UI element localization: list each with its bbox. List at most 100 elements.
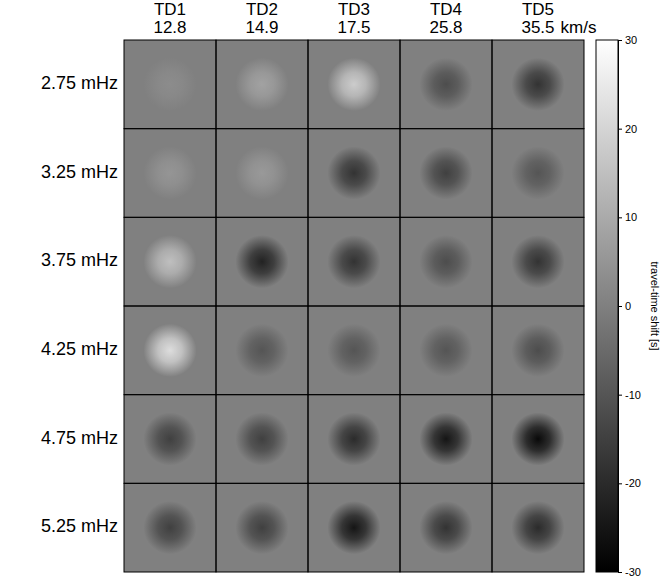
colorbar-tick: 10 — [618, 211, 637, 223]
panel-border — [216, 395, 308, 484]
panel-background — [308, 395, 400, 484]
panel-background — [400, 40, 492, 129]
panel-border — [308, 306, 400, 395]
column-speed: 14.9 — [245, 18, 278, 37]
panel-border — [124, 217, 216, 306]
panel-border — [492, 483, 584, 572]
cell-blob — [511, 324, 564, 377]
colorbar-tick: 20 — [618, 123, 637, 135]
cell-blob — [143, 412, 196, 465]
cell-blob — [327, 324, 380, 377]
panel-background — [216, 217, 308, 306]
panel-border — [400, 40, 492, 129]
panel-border — [308, 483, 400, 572]
cell-blob — [235, 412, 288, 465]
cell-blob — [143, 324, 196, 377]
panel-border — [124, 129, 216, 218]
column-header: TD4 — [430, 0, 462, 19]
colorbar-tick-label: -20 — [625, 477, 641, 489]
panel-background — [400, 483, 492, 572]
panel-border — [400, 217, 492, 306]
panel-background — [400, 395, 492, 484]
panel-border — [124, 483, 216, 572]
panel-backgrounds — [124, 40, 584, 572]
row-labels: 2.75 mHz3.25 mHz3.75 mHz4.25 mHz4.75 mHz… — [41, 73, 118, 536]
cell-blob — [327, 412, 380, 465]
chart: TD1TD2TD3TD4TD512.814.917.525.835.5km/s2… — [0, 0, 663, 578]
cell-blob — [511, 58, 564, 111]
cell-blob — [419, 324, 472, 377]
row-label: 4.75 mHz — [41, 428, 118, 448]
cell-blob — [143, 235, 196, 288]
cell-blob — [419, 501, 472, 554]
column-headers: TD1TD2TD3TD4TD512.814.917.525.835.5km/s — [153, 0, 596, 37]
panel-border — [400, 483, 492, 572]
colorbar-tick-label: 30 — [625, 34, 637, 46]
colorbar-label: travel-time shift [s] — [649, 261, 661, 350]
panel-border — [400, 306, 492, 395]
cell-blob — [235, 501, 288, 554]
panel-background — [492, 483, 584, 572]
panel-border — [308, 217, 400, 306]
cell-blob — [511, 146, 564, 199]
panel-background — [124, 129, 216, 218]
panel-background — [124, 40, 216, 129]
panel-background — [124, 306, 216, 395]
panel-border — [124, 40, 216, 129]
colorbar-tick-mark — [618, 217, 622, 218]
colorbar-tick-label: -30 — [625, 566, 641, 578]
colorbar-tick: 30 — [618, 34, 637, 46]
panel-border — [216, 129, 308, 218]
row-label: 2.75 mHz — [41, 73, 118, 93]
colorbar-tick-label: 10 — [625, 211, 637, 223]
column-header: TD3 — [338, 0, 370, 19]
cell-blob — [235, 324, 288, 377]
column-speed: 17.5 — [337, 18, 370, 37]
column-header: TD2 — [246, 0, 278, 19]
panel-border — [124, 306, 216, 395]
panel-border — [216, 306, 308, 395]
column-speed: 25.8 — [429, 18, 462, 37]
panel-border — [216, 483, 308, 572]
row-label: 4.25 mHz — [41, 339, 118, 359]
panel-border — [492, 40, 584, 129]
cell-blob — [235, 58, 288, 111]
panel-border — [492, 217, 584, 306]
panel-background — [400, 217, 492, 306]
panel-background — [216, 306, 308, 395]
panel-background — [492, 395, 584, 484]
cell-blob — [511, 412, 564, 465]
column-header: TD1 — [154, 0, 186, 19]
cell-blob — [419, 412, 472, 465]
cell-blob — [235, 146, 288, 199]
panel-border — [308, 395, 400, 484]
panel-background — [216, 395, 308, 484]
panel-border — [492, 129, 584, 218]
colorbar-axis: -30 -20 -10 0 10 20 30 — [618, 34, 641, 578]
colorbar — [596, 40, 618, 572]
colorbar-tick-label: -10 — [625, 389, 641, 401]
cell-blob — [327, 58, 380, 111]
colorbar-tick-mark — [618, 129, 622, 130]
cell-blob — [419, 235, 472, 288]
cell-blob — [143, 146, 196, 199]
colorbar-tick-label: 0 — [625, 300, 631, 312]
panel-border — [492, 395, 584, 484]
panel-background — [308, 483, 400, 572]
cell-blob — [143, 501, 196, 554]
row-label: 3.75 mHz — [41, 250, 118, 270]
panel-background — [308, 129, 400, 218]
cell-blob — [327, 146, 380, 199]
panel-borders — [124, 40, 584, 572]
cell-blob — [511, 235, 564, 288]
colorbar-tick: -30 — [618, 566, 641, 578]
panel-background — [492, 40, 584, 129]
panel-background — [124, 395, 216, 484]
panel-background — [124, 217, 216, 306]
column-speed: 35.5 — [521, 18, 554, 37]
cell-blob — [419, 58, 472, 111]
panel-background — [216, 40, 308, 129]
panel-background — [124, 483, 216, 572]
panel-border — [308, 129, 400, 218]
panel-background — [400, 129, 492, 218]
